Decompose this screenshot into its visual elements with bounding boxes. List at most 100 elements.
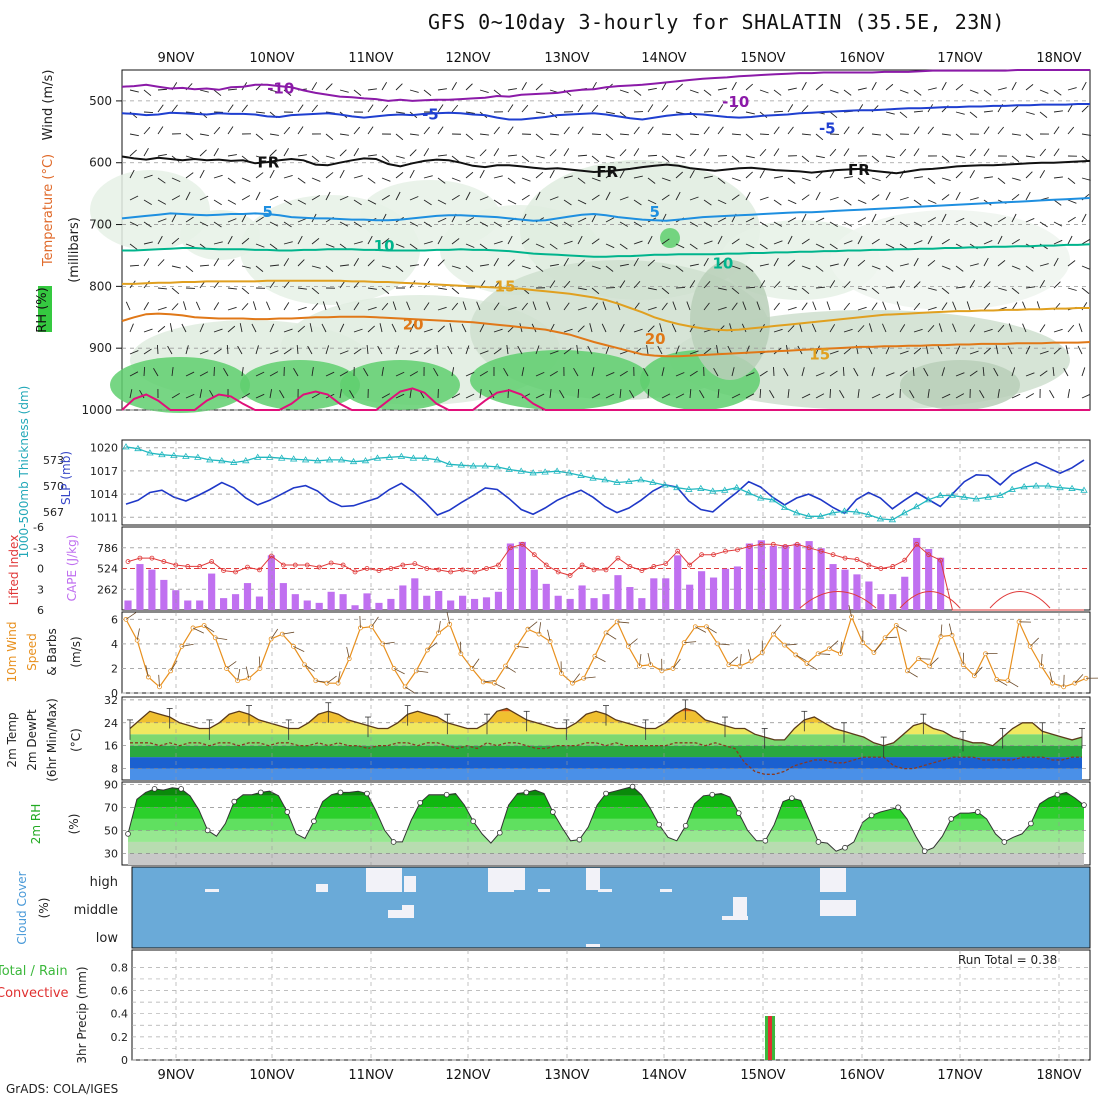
wind-barb — [812, 301, 817, 311]
thickness-marker — [996, 491, 1004, 498]
date-top-18NOV: 18NOV — [1036, 51, 1081, 66]
wind-barb — [689, 280, 696, 289]
wind-barb — [479, 196, 489, 201]
wind-barb — [1053, 328, 1063, 333]
cloud-block — [586, 868, 600, 890]
thickness-marker — [541, 468, 549, 475]
wind-barb-10m — [158, 674, 160, 687]
wind-barb — [577, 259, 585, 267]
rh-band — [128, 841, 1084, 854]
wind-barb — [549, 133, 559, 136]
wind-barb-10m — [245, 666, 250, 679]
wind-barb — [199, 350, 209, 355]
wind-barb — [759, 280, 766, 289]
wind-barb — [815, 393, 825, 399]
wind-barb — [1067, 126, 1075, 135]
wind-barb — [1053, 347, 1061, 355]
rh-tick-50: 50 — [104, 824, 118, 837]
wind-barb — [997, 235, 1003, 245]
wind-barb — [913, 176, 923, 179]
cape-bar — [315, 602, 323, 610]
wind-barb — [927, 324, 935, 333]
wind-barb — [465, 345, 470, 355]
wind-barb — [241, 393, 250, 399]
wind-barb — [1025, 393, 1035, 399]
wind-barb — [633, 240, 643, 245]
wind-barb — [563, 148, 570, 157]
rh-shade-17 — [690, 260, 770, 380]
wind-barb — [535, 111, 545, 115]
wind-barb — [993, 367, 999, 377]
wind-barb — [912, 366, 915, 377]
wind-barb — [801, 133, 811, 136]
wind-barb — [909, 389, 915, 399]
cape-bar — [494, 591, 503, 610]
wind-barb — [647, 154, 658, 157]
wind-barb-10m — [258, 656, 261, 669]
wind-barb — [619, 263, 629, 267]
wind-barb — [269, 243, 278, 250]
wind-barb — [406, 301, 411, 311]
wind-barb — [143, 221, 152, 228]
wind-barb-10m — [748, 649, 752, 662]
wind-barb — [493, 148, 500, 157]
wind-barb — [689, 221, 698, 227]
wind-barb — [997, 126, 1005, 135]
wind-barb — [983, 281, 991, 289]
wind-barb — [493, 258, 499, 267]
wind-barb — [857, 287, 867, 291]
wind-barb — [577, 177, 586, 184]
wind-barb — [647, 325, 655, 333]
wind-barb — [283, 348, 292, 355]
thickness-marker — [948, 491, 956, 498]
li-marker — [137, 555, 143, 561]
wind-barb — [325, 371, 335, 377]
wind-barb — [647, 199, 657, 205]
wind-barb — [1077, 345, 1083, 355]
wind-barb — [619, 323, 625, 333]
wind-barb — [913, 347, 922, 355]
wind-barb — [815, 286, 826, 289]
wind-barb — [227, 104, 234, 113]
cloud-block — [366, 868, 402, 892]
cape-bar — [363, 593, 371, 610]
wind-barb — [227, 88, 238, 91]
temp-tick-24: 24 — [104, 717, 118, 730]
wind-barb — [842, 366, 845, 377]
wind-barb — [395, 265, 404, 272]
wind-barb — [297, 177, 306, 184]
wind-barb — [783, 367, 789, 377]
wind-barb — [182, 301, 187, 311]
wind-barb — [661, 177, 671, 182]
wind-barb — [675, 155, 685, 159]
wind-barb — [843, 347, 852, 355]
rh-marker — [603, 790, 609, 797]
wind-barb — [143, 111, 154, 113]
thickness-marker — [816, 512, 825, 519]
wind-barb — [927, 287, 937, 291]
wind-barb — [269, 133, 279, 136]
wind-barb — [423, 328, 433, 333]
wind-barb-10m — [136, 628, 140, 641]
wind-barb — [563, 221, 572, 228]
wind-barb — [489, 390, 495, 399]
wind-barb — [829, 111, 838, 119]
wind-barb — [829, 221, 838, 228]
wind-barb — [227, 218, 237, 223]
li-marker — [448, 569, 454, 575]
wind-barb — [857, 306, 867, 311]
wind-barb — [882, 323, 887, 333]
wind-barb — [395, 393, 405, 399]
cape-bar — [769, 545, 777, 610]
wind-barb — [451, 177, 461, 182]
chart-title: GFS 0~10day 3-hourly for SHALATIN (35.5E… — [428, 10, 1005, 34]
wind-barb — [857, 217, 867, 223]
wind-barb-10m — [1049, 671, 1053, 684]
temp-band — [130, 734, 1082, 746]
wind-barb — [773, 302, 780, 311]
cape-bar — [530, 569, 538, 610]
thickness-marker — [373, 454, 382, 461]
li-marker — [209, 559, 215, 564]
thickness-marker — [649, 478, 657, 485]
wind-barb — [955, 111, 965, 115]
